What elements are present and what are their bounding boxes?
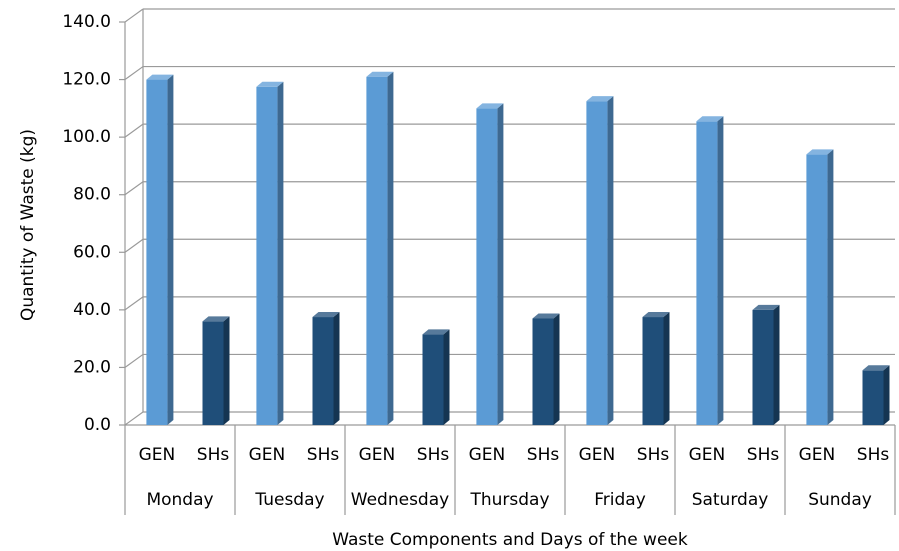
bar-top xyxy=(642,312,670,318)
y-tick-label: 20.0 xyxy=(73,357,111,377)
bar-side xyxy=(443,329,450,425)
bar xyxy=(146,79,168,426)
bar xyxy=(422,334,444,425)
bar-side xyxy=(333,312,340,425)
x-group-label: Tuesday xyxy=(254,490,324,510)
grid-line xyxy=(124,8,144,23)
bar-side xyxy=(553,313,560,425)
x-tick-label: GEN xyxy=(799,445,836,465)
x-group-label: Sunday xyxy=(808,490,872,510)
x-group-label: Thursday xyxy=(469,490,549,510)
bar-top xyxy=(146,74,174,80)
y-tick-label: 120.0 xyxy=(62,70,111,90)
x-group-label: Wednesday xyxy=(351,490,449,510)
bar-top xyxy=(806,149,834,155)
bar-top xyxy=(202,316,230,322)
bar xyxy=(862,370,884,425)
grid-line xyxy=(124,238,144,253)
bar-side xyxy=(223,316,230,425)
grid-line xyxy=(124,296,144,311)
y-tick-label: 60.0 xyxy=(73,242,111,262)
bar-side xyxy=(883,365,890,425)
bar-top xyxy=(862,365,890,371)
y-tick-label: 80.0 xyxy=(73,185,111,205)
x-tick-label: GEN xyxy=(139,445,176,465)
y-tick-label: 100.0 xyxy=(62,127,111,147)
bar xyxy=(256,86,278,426)
grid-line xyxy=(124,353,144,368)
bar xyxy=(696,121,718,425)
bar-side xyxy=(167,74,174,426)
bar xyxy=(642,317,664,425)
x-tick-label: SHs xyxy=(197,445,230,465)
grid-line xyxy=(124,123,144,138)
x-tick-label: SHs xyxy=(527,445,560,465)
x-tick-label: SHs xyxy=(637,445,670,465)
bar xyxy=(202,321,224,425)
bar xyxy=(312,317,334,425)
bar-side xyxy=(773,304,780,425)
bar-top xyxy=(752,304,780,310)
y-tick-label: 140.0 xyxy=(62,12,111,32)
bar xyxy=(476,108,498,425)
x-tick-label: GEN xyxy=(359,445,396,465)
bar xyxy=(532,318,554,425)
x-group-label: Monday xyxy=(146,490,213,510)
bar-side xyxy=(607,96,614,426)
y-tick-label: 0.0 xyxy=(84,415,111,435)
x-tick-label: GEN xyxy=(689,445,726,465)
grid-line xyxy=(124,66,144,81)
bar-top xyxy=(366,71,394,77)
x-group-label: Friday xyxy=(594,490,646,510)
x-group-label: Saturday xyxy=(692,490,769,510)
bar xyxy=(586,101,608,426)
bar-top xyxy=(476,103,504,109)
bar-top xyxy=(532,313,560,319)
bar-side xyxy=(387,71,394,425)
bar-top xyxy=(256,81,284,87)
x-tick-label: SHs xyxy=(857,445,890,465)
bar-top xyxy=(586,96,614,102)
bar xyxy=(366,76,388,425)
bar-top xyxy=(696,116,724,122)
bar xyxy=(806,154,828,425)
bar-side xyxy=(497,103,504,425)
grid-line xyxy=(124,181,144,196)
y-axis-title: Quantity of Waste (kg) xyxy=(18,129,38,321)
grid-line xyxy=(124,411,144,426)
x-tick-label: GEN xyxy=(579,445,616,465)
x-tick-label: SHs xyxy=(417,445,450,465)
bar-side xyxy=(277,81,284,426)
bar-side xyxy=(663,312,670,425)
y-tick-label: 40.0 xyxy=(73,300,111,320)
bar-side xyxy=(717,116,724,425)
x-tick-label: SHs xyxy=(307,445,340,465)
bar xyxy=(752,309,774,425)
bar-side xyxy=(827,149,834,425)
bar-top xyxy=(422,329,450,335)
x-axis-title: Waste Components and Days of the week xyxy=(332,530,688,550)
x-tick-label: GEN xyxy=(249,445,286,465)
x-tick-label: SHs xyxy=(747,445,780,465)
x-tick-label: GEN xyxy=(469,445,506,465)
bar-top xyxy=(312,312,340,318)
